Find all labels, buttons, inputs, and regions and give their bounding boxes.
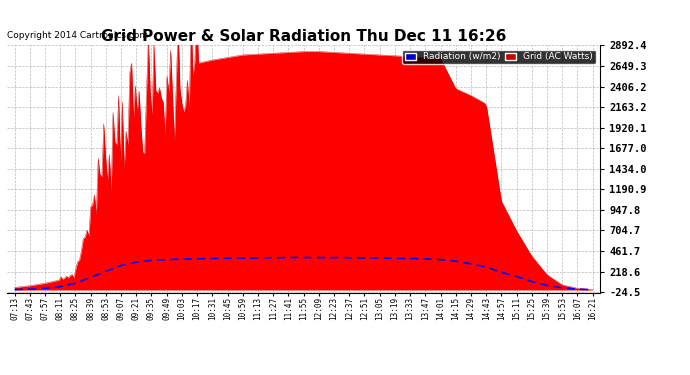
Legend: Radiation (w/m2), Grid (AC Watts): Radiation (w/m2), Grid (AC Watts) (402, 50, 595, 64)
Text: Copyright 2014 Cartronics.com: Copyright 2014 Cartronics.com (7, 31, 148, 40)
Title: Grid Power & Solar Radiation Thu Dec 11 16:26: Grid Power & Solar Radiation Thu Dec 11 … (101, 29, 506, 44)
